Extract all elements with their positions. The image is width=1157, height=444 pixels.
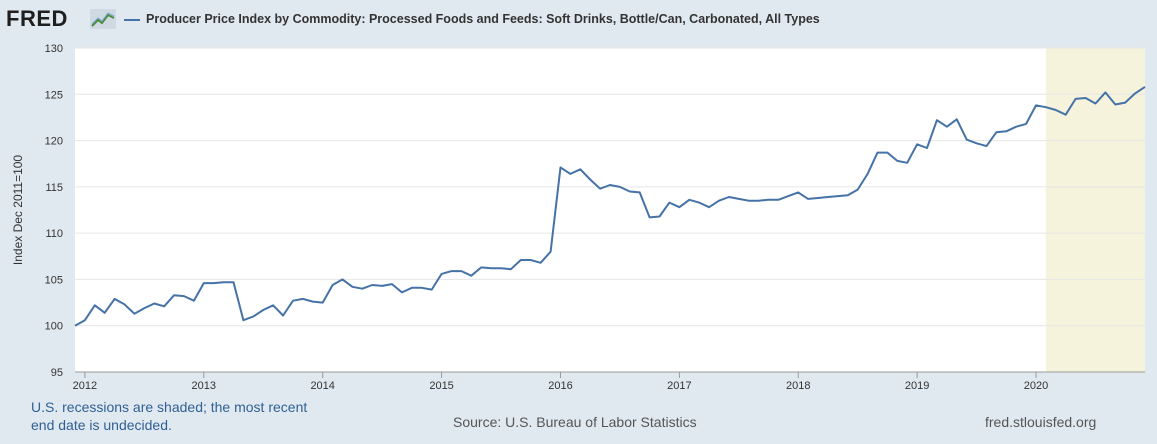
y-tick-label: 115 — [45, 182, 63, 194]
x-axis-ticks: 2012 2013 2014 2015 2016 2017 2018 2019 2020 — [73, 372, 1048, 392]
y-axis-ticks: 95 100 105 110 115 120 125 130 — [45, 43, 63, 379]
y-tick-label: 125 — [45, 89, 63, 101]
legend-line-swatch — [124, 18, 140, 21]
fred-logo-chart-icon — [90, 9, 116, 29]
legend-series-label: Producer Price Index by Commodity: Proce… — [146, 12, 820, 26]
chart-header: FRED Producer Price Index by Commodity: … — [6, 4, 1146, 32]
line-chart: 95 100 105 110 115 120 125 130 2012 2013 2014 2015… — [11, 43, 1146, 392]
x-tick-label: 2015 — [429, 380, 453, 392]
series-line[interactable] — [74, 86, 1146, 327]
x-tick-label: 2019 — [905, 380, 929, 392]
x-tick-label: 2018 — [786, 380, 810, 392]
recession-note-line2: end date is undecided. — [31, 417, 172, 433]
chart-legend[interactable]: Producer Price Index by Commodity: Proce… — [124, 12, 820, 26]
y-tick-label: 120 — [45, 136, 63, 148]
data-source: Source: U.S. Bureau of Labor Statistics — [453, 414, 697, 430]
x-tick-label: 2012 — [73, 380, 97, 392]
fred-logo[interactable]: FRED — [6, 6, 68, 31]
y-tick-label: 95 — [51, 367, 63, 379]
x-tick-label: 2020 — [1024, 380, 1048, 392]
plot-area — [75, 48, 1145, 372]
recession-note: U.S. recessions are shaded; the most rec… — [31, 398, 307, 434]
y-tick-label: 100 — [45, 321, 63, 333]
y-tick-label: 110 — [45, 228, 63, 240]
fred-url[interactable]: fred.stlouisfed.org — [985, 414, 1097, 430]
y-tick-label: 130 — [45, 43, 63, 55]
y-tick-label: 105 — [45, 274, 63, 286]
x-tick-label: 2017 — [667, 380, 691, 392]
y-axis-title: Index Dec 2011=100 — [11, 155, 25, 266]
recession-note-line1: U.S. recessions are shaded; the most rec… — [31, 399, 308, 415]
x-tick-label: 2014 — [310, 380, 334, 392]
x-tick-label: 2016 — [548, 380, 572, 392]
x-tick-label: 2013 — [192, 380, 216, 392]
recession-band — [1045, 48, 1145, 372]
